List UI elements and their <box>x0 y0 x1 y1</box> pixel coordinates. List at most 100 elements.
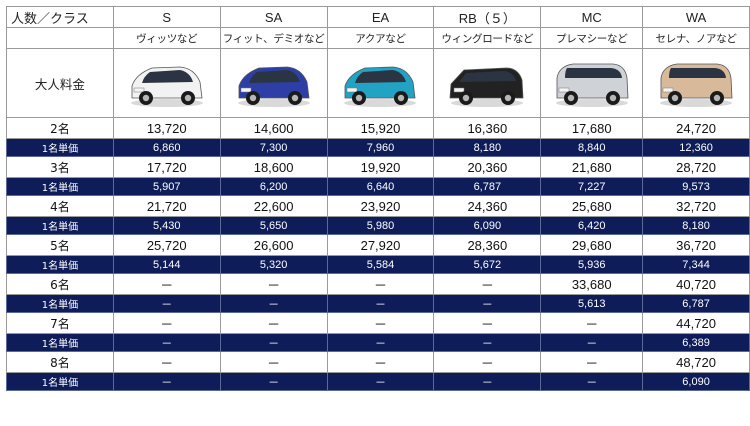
unit-price-cell: － <box>433 294 542 313</box>
total-price-row: 4名 21,720 22,600 23,920 24,360 25,680 32,720 <box>6 195 750 217</box>
total-price-cell-text: 33,680 <box>571 276 612 292</box>
total-price-cell: 17,720 <box>112 156 221 178</box>
total-price-cell-text: － <box>160 355 174 371</box>
unit-price-cell: － <box>219 333 328 352</box>
people-count-label-text: 5名 <box>50 238 70 253</box>
total-price-cell: 22,600 <box>219 195 328 217</box>
unit-price-cell-text: 5,936 <box>577 258 606 271</box>
unit-price-cell-text: － <box>161 298 173 311</box>
unit-price-cell: 6,787 <box>433 177 542 196</box>
total-price-row: 3名 17,720 18,600 19,920 20,360 21,680 28,720 <box>6 156 750 178</box>
class-code-1-text: SA <box>264 9 283 25</box>
unit-price-cell: 5,907 <box>112 177 221 196</box>
unit-price-cell-text: － <box>268 298 280 311</box>
total-price-cell: 27,920 <box>326 234 435 256</box>
unit-price-cell-text: － <box>374 337 386 350</box>
unit-price-label-text: 1名単価 <box>41 261 79 272</box>
unit-price-cell-text: 5,430 <box>152 219 181 232</box>
car-image-cell-4 <box>540 48 644 118</box>
unit-price-label: 1名単価 <box>6 372 114 391</box>
total-price-cell-text: － <box>267 277 281 293</box>
corner-header-cell: 人数／クラス <box>6 6 114 28</box>
total-price-cell-text: 21,720 <box>146 198 187 214</box>
total-price-cell-text: 26,600 <box>253 237 294 253</box>
total-price-cell: － <box>219 273 328 295</box>
total-price-cell-text: － <box>585 316 599 332</box>
unit-price-cell: 6,090 <box>433 216 542 235</box>
total-price-row: 5名 25,720 26,600 27,920 28,360 29,680 36,720 <box>6 234 750 256</box>
car-image-cell-0 <box>112 48 221 118</box>
unit-price-cell: 7,344 <box>642 255 750 274</box>
total-price-cell-text: － <box>480 277 494 293</box>
unit-price-label: 1名単価 <box>6 333 114 352</box>
class-example-2-text: アクアなど <box>355 32 406 45</box>
total-price-cell: 28,360 <box>433 234 542 256</box>
hatchback-teal-icon <box>344 66 417 107</box>
total-price-cell-text: 27,920 <box>360 237 401 253</box>
total-price-cell-text: 44,720 <box>676 315 716 331</box>
unit-price-cell-text: 6,389 <box>682 336 710 349</box>
unit-price-cell: － <box>112 333 221 352</box>
unit-price-cell-text: － <box>481 376 493 389</box>
unit-price-label: 1名単価 <box>6 138 114 157</box>
total-price-row: 6名 － － － － 33,680 40,720 <box>6 273 750 295</box>
car-image-cell-2 <box>326 48 435 118</box>
total-price-cell: 13,720 <box>112 117 221 139</box>
class-example-row: ヴィッツなど フィット、デミオなど アクアなど ウィングロードなど プレマシーなど セレナ… <box>6 27 750 49</box>
unit-price-cell: 8,180 <box>433 138 542 157</box>
total-price-cell: － <box>112 273 221 295</box>
unit-price-cell: 6,090 <box>642 372 750 391</box>
car-image-cell-3 <box>433 48 542 118</box>
total-price-cell: 32,720 <box>642 195 750 217</box>
total-price-cell-text: － <box>160 316 174 332</box>
unit-price-cell: 8,180 <box>642 216 750 235</box>
unit-price-cell-text: 8,180 <box>682 219 710 232</box>
total-price-cell: － <box>326 312 435 334</box>
unit-price-label: 1名単価 <box>6 294 114 313</box>
unit-price-cell: 5,650 <box>219 216 328 235</box>
total-price-cell-text: － <box>267 355 281 371</box>
total-price-cell: － <box>433 351 542 373</box>
total-price-cell-text: 28,360 <box>467 237 508 253</box>
total-price-cell: 15,920 <box>326 117 435 139</box>
unit-price-cell: － <box>326 294 435 313</box>
unit-price-cell: 6,787 <box>642 294 750 313</box>
unit-price-cell-text: － <box>161 376 173 389</box>
unit-price-cell: 6,860 <box>112 138 221 157</box>
class-example-2: アクアなど <box>326 27 435 49</box>
class-code-5-text: WA <box>685 9 707 25</box>
car-image-row: 大人料金 <box>6 48 750 118</box>
total-price-row: 8名 － － － － － 48,720 <box>6 351 750 373</box>
total-price-cell-text: 36,720 <box>676 237 716 253</box>
unit-price-cell: － <box>112 294 221 313</box>
total-price-cell-text: － <box>480 355 494 371</box>
total-price-cell: 26,600 <box>219 234 328 256</box>
unit-price-cell-text: 6,787 <box>473 180 502 193</box>
unit-price-cell-text: 5,613 <box>577 297 606 310</box>
unit-price-label-text: 1名単価 <box>41 339 79 350</box>
total-price-cell: － <box>326 273 435 295</box>
unit-price-cell-text: 5,320 <box>259 258 288 271</box>
unit-price-label: 1名単価 <box>6 255 114 274</box>
blank-header-cell <box>6 27 114 49</box>
people-count-label: 3名 <box>6 156 114 178</box>
total-price-cell: 48,720 <box>642 351 750 373</box>
unit-price-row: 1名単価 5,907 6,200 6,640 6,787 7,227 9,573 <box>6 177 750 196</box>
people-count-label-text: 6名 <box>50 277 70 292</box>
total-price-cell: － <box>540 351 644 373</box>
class-example-3: ウィングロードなど <box>433 27 542 49</box>
total-price-cell: － <box>112 312 221 334</box>
compact-hatchback-blue-icon <box>237 66 310 107</box>
class-example-0: ヴィッツなど <box>112 27 221 49</box>
unit-price-cell: － <box>433 372 542 391</box>
total-price-cell-text: 17,680 <box>571 120 612 136</box>
unit-price-cell-text: 7,960 <box>366 141 395 154</box>
unit-price-cell: － <box>540 333 644 352</box>
total-price-cell: 25,720 <box>112 234 221 256</box>
class-code-4: MC <box>540 6 644 28</box>
unit-price-cell: 5,980 <box>326 216 435 235</box>
total-price-cell: 23,920 <box>326 195 435 217</box>
total-price-cell-text: － <box>160 277 174 293</box>
total-price-row: 2名 13,720 14,600 15,920 16,360 17,680 24,720 <box>6 117 750 139</box>
total-price-cell: 17,680 <box>540 117 644 139</box>
